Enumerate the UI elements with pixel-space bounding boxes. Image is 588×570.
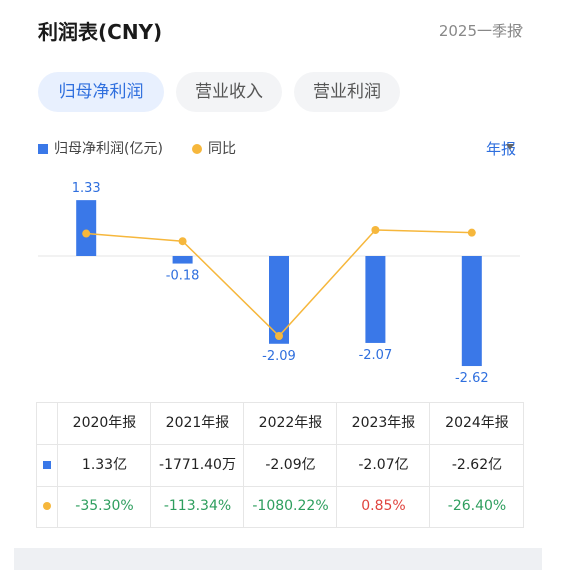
yoy-point [467,228,476,237]
yoy-point [82,229,91,238]
table-cell-yoy: -113.34% [150,486,244,527]
bar-value-label: 1.33 [72,181,101,196]
bar [172,256,193,264]
bar-value-label: -2.07 [359,348,393,363]
row-marker [37,445,57,486]
yoy-point [178,237,187,246]
line-legend-icon [192,144,202,154]
bar [365,256,386,343]
table-cell: -1771.40万 [150,445,244,486]
yoy-point [371,226,380,234]
table-cell-yoy: -35.30% [57,486,151,527]
legend-series2: 同比 [208,141,236,157]
row-marker [37,486,57,527]
header: 利润表(CNY) 2025一季报 › [0,0,588,60]
bar [269,256,289,344]
bar-value-label: -2.62 [455,371,489,386]
table-cell-yoy: -26.40% [429,486,524,527]
table-cell-yoy: 0.85% [336,486,430,527]
tab-operating-profit[interactable]: 营业利润 [294,72,400,112]
table-header: 2024年报 [429,403,524,444]
table-cell: -2.09亿 [243,445,337,486]
bottom-divider [14,548,542,570]
dot-icon [43,502,51,510]
square-icon [43,461,51,469]
bar [76,200,97,256]
table-cell-yoy: -1080.22% [243,486,337,527]
yoy-point [275,332,283,340]
table-corner [37,403,57,444]
bar [461,256,482,367]
table-header: 2020年报 [57,403,151,444]
table-cell: 1.33亿 [57,445,151,486]
tab-revenue[interactable]: 营业收入 [176,72,282,112]
data-table: 2020年报 2021年报 2022年报 2023年报 2024年报 1.33亿… [36,402,524,528]
caret-down-icon[interactable] [506,144,514,150]
table-header: 2023年报 [336,403,430,444]
bar-legend-icon [38,144,48,154]
table-row-profit: 1.33亿 -1771.40万 -2.09亿 -2.07亿 -2.62亿 [37,445,523,487]
table-header: 2021年报 [150,403,244,444]
table-cell: -2.62亿 [429,445,524,486]
chevron-right-icon[interactable]: › [516,17,524,38]
bar-value-label: -2.09 [262,349,296,364]
table-cell: -2.07亿 [336,445,430,486]
table-row-yoy: -35.30% -113.34% -1080.22% 0.85% -26.40% [37,486,523,527]
legend-series1: 归母净利润(亿元) [54,141,163,157]
tab-net-profit[interactable]: 归母净利润 [38,72,164,112]
page-title: 利润表(CNY) [38,20,163,44]
table-header-row: 2020年报 2021年报 2022年报 2023年报 2024年报 [37,403,523,445]
profit-chart: 1.33 -0.18 -2.09 -2.07 -2.62 [38,181,520,386]
bar-value-label: -0.18 [166,269,200,284]
table-header: 2022年报 [243,403,337,444]
period-selector[interactable]: 2025一季报 [438,22,522,40]
